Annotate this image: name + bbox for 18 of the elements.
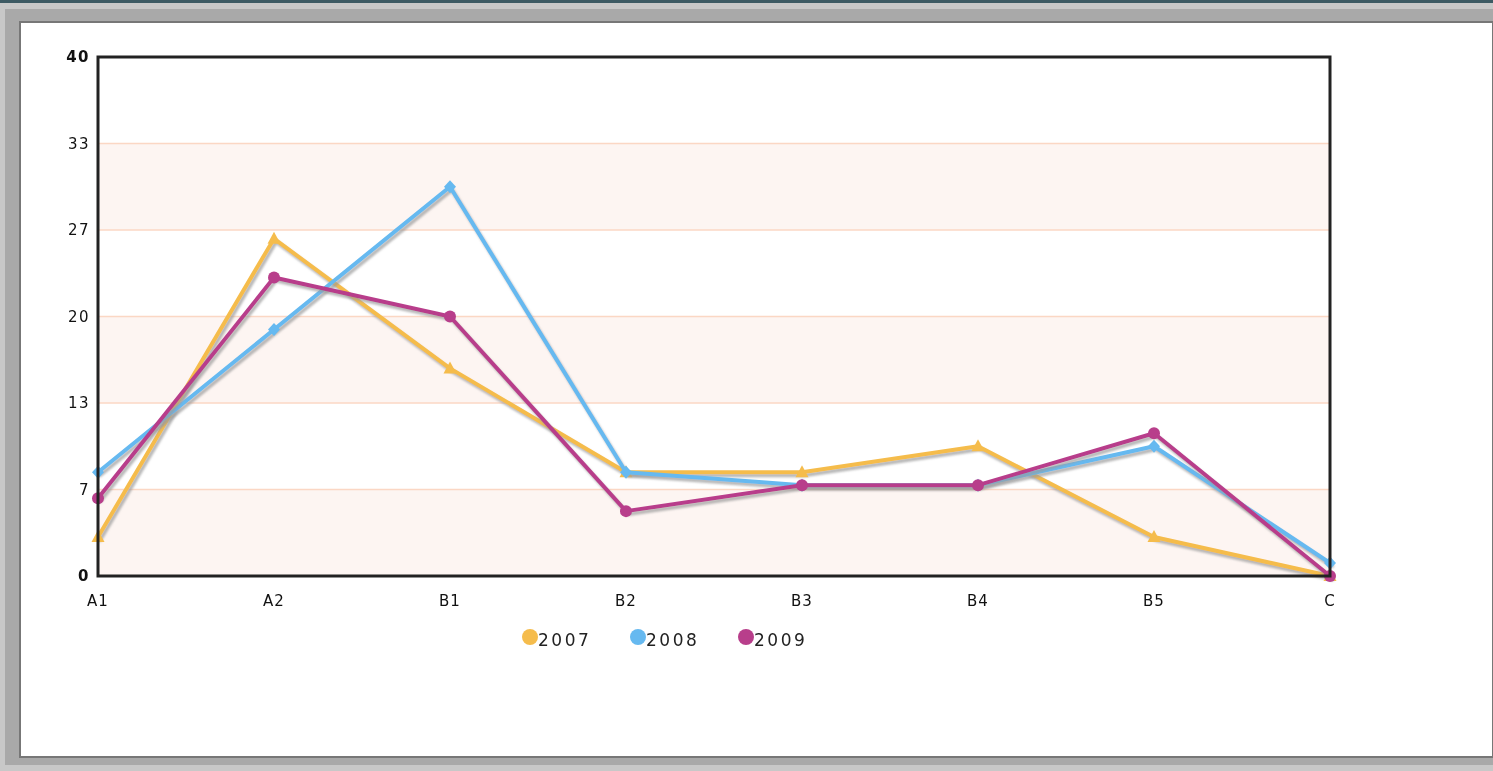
x-tick-label: A1 (87, 592, 109, 610)
x-tick-label: A2 (263, 592, 285, 610)
y-tick-label: 40 (66, 48, 90, 67)
x-tick-label: B1 (439, 592, 461, 610)
y-tick-label: 27 (67, 221, 90, 240)
legend-label: 2009 (754, 630, 808, 651)
x-tick-label: B3 (791, 592, 813, 610)
legend-label: 2007 (538, 630, 592, 651)
x-tick-label: B4 (967, 592, 989, 610)
y-tick-label: 20 (67, 307, 90, 326)
x-tick-label: B2 (615, 592, 637, 610)
y-tick-label: 13 (67, 394, 90, 413)
legend-label: 2008 (646, 630, 700, 651)
y-tick-label: 0 (78, 567, 90, 586)
x-tick-label: B5 (1143, 592, 1165, 610)
y-tick-label: 7 (78, 480, 90, 499)
y-tick-label: 33 (67, 134, 90, 153)
x-tick-label: C (1324, 592, 1336, 610)
